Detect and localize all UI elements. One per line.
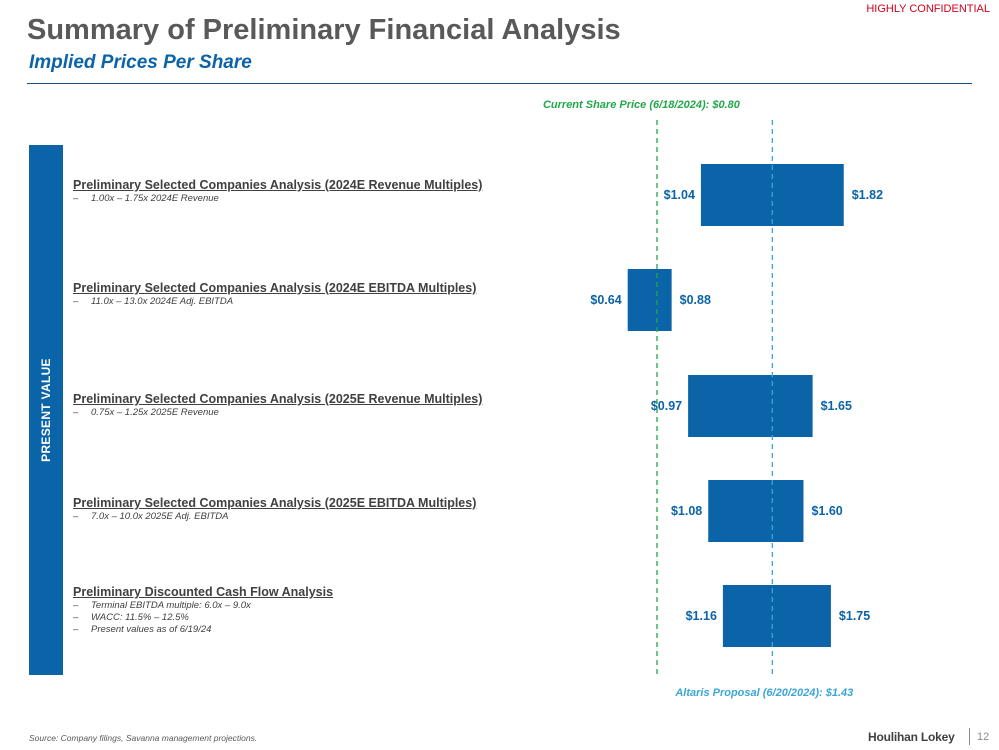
present-value-band: PRESENT VALUE: [29, 145, 63, 675]
method-4: Preliminary Discounted Cash Flow Analysi…: [73, 585, 333, 636]
low-label-2: $0.97: [651, 399, 682, 413]
header-divider: [27, 83, 972, 84]
detail-dash: –: [73, 407, 79, 418]
method-detail: – 1.00x – 1.75x 2024E Revenue: [73, 193, 482, 205]
footer-divider: [969, 728, 970, 745]
reference-label-current: Current Share Price (6/18/2024): $0.80: [543, 99, 741, 111]
page-subtitle: Implied Prices Per Share: [29, 52, 252, 73]
method-detail-text: WACC: 11.5% – 12.5%: [91, 612, 189, 623]
houlihan-lokey-logo: Houlihan Lokey: [868, 730, 955, 744]
high-label-1: $0.88: [680, 293, 711, 307]
page-title: Summary of Preliminary Financial Analysi…: [27, 14, 621, 46]
method-detail: – 7.0x – 10.0x 2025E Adj. EBITDA: [73, 511, 476, 523]
range-bar-1: [627, 269, 672, 331]
range-bar-4: [722, 585, 831, 647]
method-detail-text: Present values as of 6/19/24: [91, 624, 212, 635]
method-title: Preliminary Selected Companies Analysis …: [73, 178, 483, 192]
range-bar-2: [688, 375, 813, 437]
method-title: Preliminary Selected Companies Analysis …: [73, 496, 477, 510]
method-1: Preliminary Selected Companies Analysis …: [73, 281, 476, 308]
method-detail: – 0.75x – 1.25x 2025E Revenue: [73, 407, 482, 419]
range-bar-3: [708, 480, 804, 542]
high-label-0: $1.82: [852, 188, 883, 202]
method-2: Preliminary Selected Companies Analysis …: [73, 392, 482, 419]
low-label-4: $1.16: [686, 609, 717, 623]
low-label-1: $0.64: [590, 293, 621, 307]
method-detail-text: 7.0x – 10.0x 2025E Adj. EBITDA: [91, 511, 229, 522]
method-detail: – 11.0x – 13.0x 2024E Adj. EBITDA: [73, 296, 476, 308]
page-number: 12: [977, 731, 990, 743]
high-label-2: $1.65: [821, 399, 852, 413]
low-label-3: $1.08: [671, 504, 702, 518]
high-label-3: $1.60: [811, 504, 842, 518]
method-detail-text: 1.00x – 1.75x 2024E Revenue: [91, 193, 219, 204]
high-label-4: $1.75: [839, 609, 870, 623]
detail-dash: –: [73, 193, 79, 204]
detail-dash: –: [73, 624, 79, 635]
method-0: Preliminary Selected Companies Analysis …: [73, 178, 482, 205]
method-detail: – Terminal EBITDA multiple: 6.0x – 9.0x: [73, 600, 333, 612]
detail-dash: –: [73, 600, 79, 611]
method-title: Preliminary Discounted Cash Flow Analysi…: [73, 585, 334, 599]
method-3: Preliminary Selected Companies Analysis …: [73, 496, 476, 523]
detail-dash: –: [73, 612, 79, 623]
confidential-label: HIGHLY CONFIDENTIAL: [866, 3, 990, 15]
low-label-0: $1.04: [664, 188, 695, 202]
method-detail-text: Terminal EBITDA multiple: 6.0x – 9.0x: [91, 600, 251, 611]
method-detail-text: 0.75x – 1.25x 2025E Revenue: [91, 407, 219, 418]
source-note: Source: Company filings, Savanna managem…: [29, 733, 258, 743]
method-detail: – WACC: 11.5% – 12.5%: [73, 612, 333, 624]
method-title: Preliminary Selected Companies Analysis …: [73, 281, 477, 295]
detail-dash: –: [73, 511, 79, 522]
reference-label-proposal: Altaris Proposal (6/20/2024): $1.43: [674, 687, 853, 699]
method-detail-text: 11.0x – 13.0x 2024E Adj. EBITDA: [91, 296, 234, 307]
method-detail: – Present values as of 6/19/24: [73, 624, 333, 636]
detail-dash: –: [73, 296, 79, 307]
method-title: Preliminary Selected Companies Analysis …: [73, 392, 483, 406]
